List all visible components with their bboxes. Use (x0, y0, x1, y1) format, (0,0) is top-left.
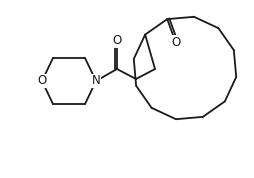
Text: O: O (170, 36, 180, 49)
Text: O: O (37, 75, 46, 88)
Text: N: N (91, 75, 100, 88)
Text: O: O (112, 35, 121, 48)
